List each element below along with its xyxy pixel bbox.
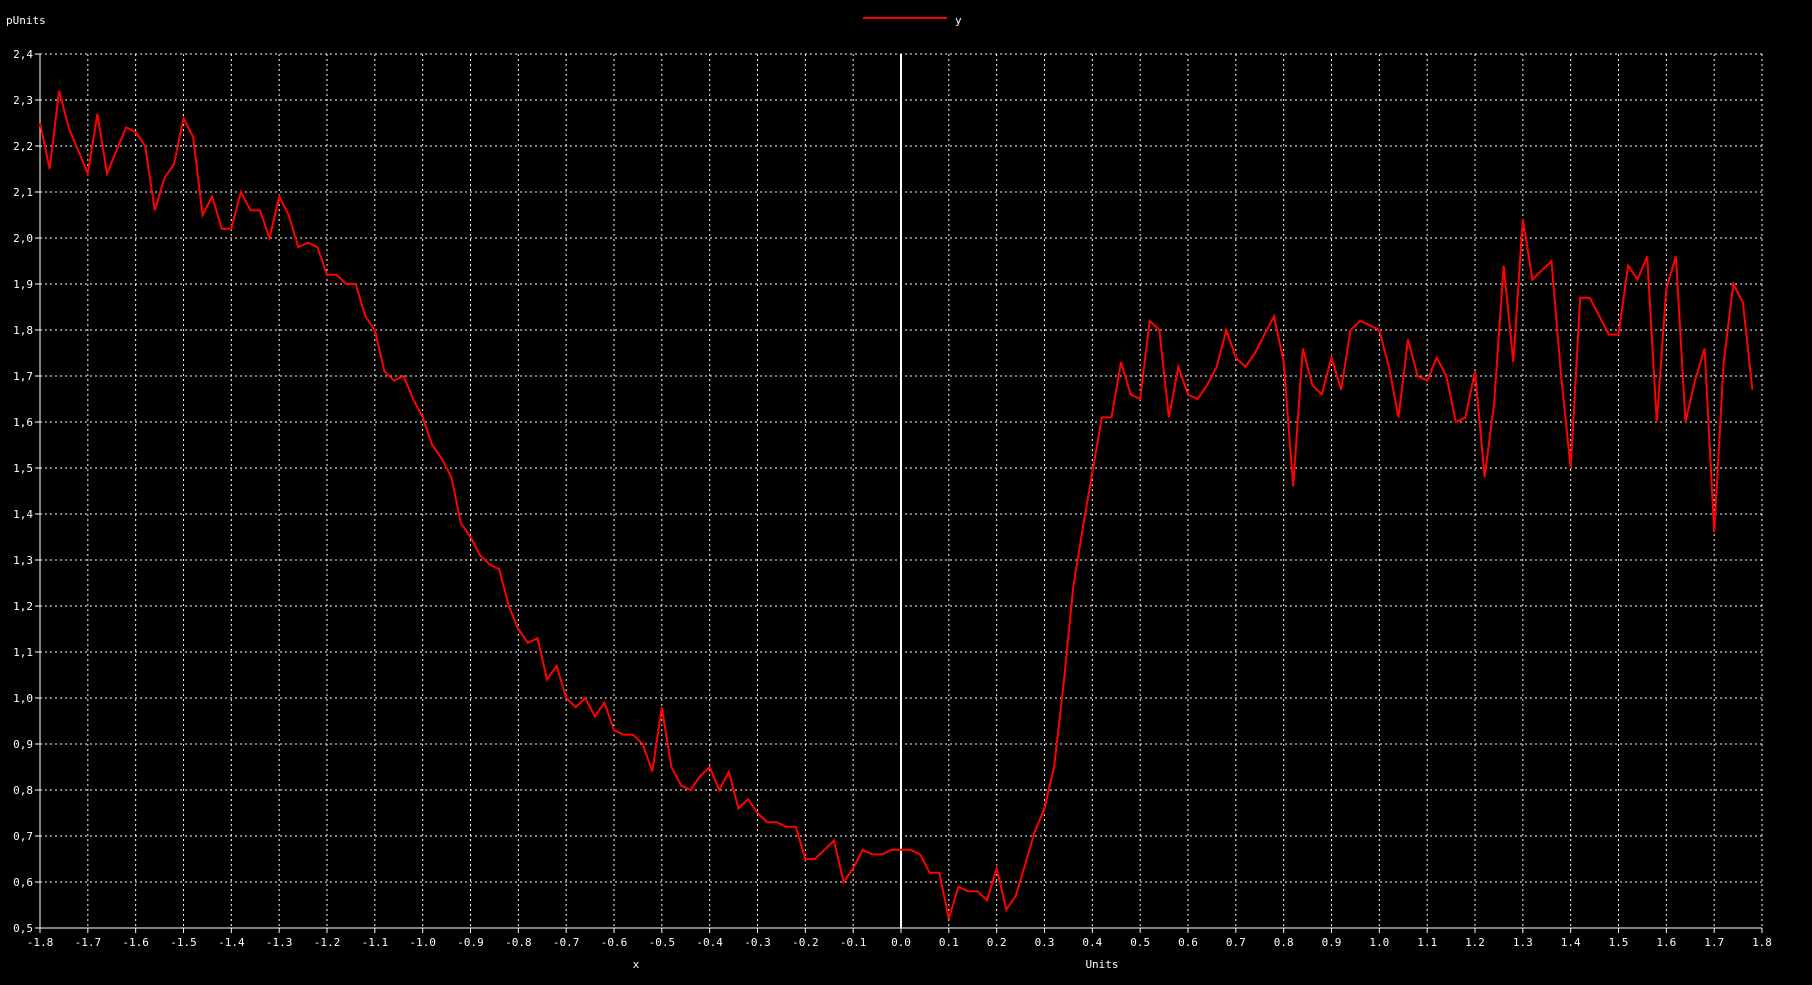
y-tick-label: 1,9 xyxy=(13,278,33,291)
x-tick-label: -0.1 xyxy=(840,936,867,949)
x-tick-label: -1.0 xyxy=(409,936,436,949)
x-marker-label: x xyxy=(633,958,640,971)
series-line-y xyxy=(39,90,1754,920)
x-tick-label: -1.6 xyxy=(122,936,149,949)
x-tick-label: -1.4 xyxy=(218,936,245,949)
y-tick-label: 1,8 xyxy=(13,324,33,337)
x-tick-label: -1.1 xyxy=(362,936,389,949)
y-tick-label: 2,0 xyxy=(13,232,33,245)
y-tick-label: 2,1 xyxy=(13,186,33,199)
x-tick-label: -0.2 xyxy=(792,936,819,949)
y-tick-label: 1,0 xyxy=(13,692,33,705)
x-tick-label: 1.5 xyxy=(1609,936,1629,949)
y-tick-label: 1,2 xyxy=(13,600,33,613)
x-tick-label: -0.4 xyxy=(696,936,723,949)
y-axis-label: pUnits xyxy=(6,14,46,27)
x-tick-label: 1.6 xyxy=(1656,936,1676,949)
x-tick-label: 0.6 xyxy=(1178,936,1198,949)
x-tick-label: 0.2 xyxy=(987,936,1007,949)
x-tick-label: -1.8 xyxy=(27,936,54,949)
y-tick-label: 2,3 xyxy=(13,94,33,107)
x-tick-label: 0.5 xyxy=(1130,936,1150,949)
y-tick-label: 0,7 xyxy=(13,830,33,843)
y-tick-label: 0,6 xyxy=(13,876,33,889)
x-tick-label: 1.3 xyxy=(1513,936,1533,949)
x-tick-labels: -1.8 -1.7 -1.6 -1.5 -1.4 -1.3 -1.2 -1.1 -1.0 -0.9… xyxy=(27,936,1772,949)
x-tick-label: -1.3 xyxy=(266,936,293,949)
y-tick-labels: 0,5 0,6 0,7 0,8 0,9 1,0 1,1 1,2 1,3 1,4 1,5 1,6 1,7 1… xyxy=(13,48,33,935)
legend: y xyxy=(863,14,962,27)
x-axis-label: Units xyxy=(1085,958,1118,971)
x-tick-label: 0.4 xyxy=(1082,936,1102,949)
x-tick-label: -0.5 xyxy=(649,936,676,949)
x-tick-label: 0.1 xyxy=(939,936,959,949)
y-tick-label: 1,1 xyxy=(13,646,33,659)
x-tick-label: 0.9 xyxy=(1322,936,1342,949)
x-tick-label: 1.4 xyxy=(1561,936,1581,949)
y-tick-label: 0,9 xyxy=(13,738,33,751)
y-tick-label: 2,4 xyxy=(13,48,33,61)
y-tick-label: 0,8 xyxy=(13,784,33,797)
x-tick-label: 1.1 xyxy=(1417,936,1437,949)
x-tick-label: 1.0 xyxy=(1369,936,1389,949)
x-tick-label: -0.3 xyxy=(744,936,771,949)
x-tick-label: -1.5 xyxy=(170,936,197,949)
y-tick-label: 1,5 xyxy=(13,462,33,475)
x-tick-label: 1.8 xyxy=(1752,936,1772,949)
x-tick-label: 0.8 xyxy=(1274,936,1294,949)
x-tick-label: -0.9 xyxy=(457,936,484,949)
x-tick-label: -0.6 xyxy=(601,936,628,949)
y-tick-label: 2,2 xyxy=(13,140,33,153)
x-tick-label: -0.7 xyxy=(553,936,580,949)
x-tick-label: 0.7 xyxy=(1226,936,1246,949)
x-tick-label: -0.8 xyxy=(505,936,532,949)
y-tick-label: 1,6 xyxy=(13,416,33,429)
x-tick-label: 0.3 xyxy=(1035,936,1055,949)
legend-label: y xyxy=(955,14,962,27)
y-tick-label: 1,7 xyxy=(13,370,33,383)
y-tick-label: 1,4 xyxy=(13,508,33,521)
x-tick-label: 1.2 xyxy=(1465,936,1485,949)
x-tick-label: 0.0 xyxy=(891,936,911,949)
y-tick-label: 0,5 xyxy=(13,922,33,935)
x-tick-label: -1.2 xyxy=(314,936,341,949)
y-tick-label: 1,3 xyxy=(13,554,33,567)
x-tick-label: 1.7 xyxy=(1704,936,1724,949)
x-tick-label: -1.7 xyxy=(75,936,102,949)
